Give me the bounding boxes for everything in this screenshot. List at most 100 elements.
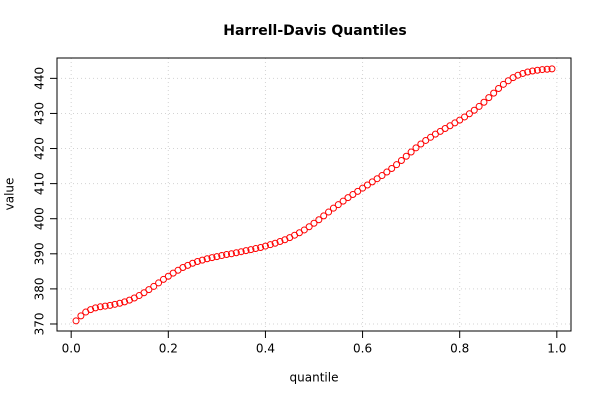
point bbox=[499, 80, 507, 88]
point bbox=[339, 197, 347, 205]
x-tick-label: 0.4 bbox=[256, 342, 275, 356]
point bbox=[310, 219, 318, 227]
point bbox=[412, 144, 420, 152]
point bbox=[485, 94, 493, 102]
point bbox=[203, 255, 211, 263]
point bbox=[334, 201, 342, 209]
point bbox=[193, 258, 201, 266]
point bbox=[116, 299, 124, 307]
point bbox=[402, 152, 410, 160]
point bbox=[461, 113, 469, 121]
point bbox=[271, 239, 279, 247]
point bbox=[91, 304, 99, 312]
point bbox=[223, 251, 231, 259]
point bbox=[480, 98, 488, 106]
point bbox=[227, 250, 235, 258]
point bbox=[77, 312, 85, 320]
x-axis-label: quantile bbox=[290, 371, 339, 385]
x-tick-label: 0.8 bbox=[450, 342, 469, 356]
y-tick-label: 380 bbox=[33, 277, 47, 300]
y-tick-label: 400 bbox=[33, 207, 47, 230]
point bbox=[87, 306, 95, 314]
point bbox=[504, 77, 512, 85]
point bbox=[159, 275, 167, 283]
point bbox=[252, 245, 260, 253]
point bbox=[96, 303, 104, 311]
point bbox=[538, 66, 546, 74]
point bbox=[363, 181, 371, 189]
point bbox=[325, 208, 333, 216]
x-tick-label: 0.0 bbox=[62, 342, 81, 356]
x-tick-label: 0.6 bbox=[353, 342, 372, 356]
chart-title: Harrell-Davis Quantiles bbox=[223, 23, 406, 39]
point bbox=[111, 300, 119, 308]
point bbox=[490, 89, 498, 97]
y-tick-label: 410 bbox=[33, 172, 47, 195]
point bbox=[495, 85, 503, 93]
point bbox=[189, 259, 197, 267]
point bbox=[266, 241, 274, 249]
point bbox=[368, 178, 376, 186]
point bbox=[121, 298, 129, 306]
y-tick-label: 420 bbox=[33, 137, 47, 160]
point bbox=[529, 67, 537, 75]
point bbox=[422, 136, 430, 144]
point bbox=[164, 272, 172, 280]
point bbox=[150, 282, 158, 290]
point bbox=[470, 106, 478, 114]
point bbox=[218, 252, 226, 260]
point bbox=[198, 256, 206, 264]
point bbox=[247, 246, 255, 254]
point bbox=[140, 289, 148, 297]
point bbox=[407, 148, 415, 156]
y-axis-label: value bbox=[3, 178, 17, 211]
point bbox=[388, 165, 396, 173]
point bbox=[519, 69, 527, 77]
plot-box bbox=[56, 57, 572, 332]
point bbox=[393, 161, 401, 169]
point bbox=[524, 68, 532, 76]
point bbox=[543, 65, 551, 73]
point bbox=[383, 168, 391, 176]
point bbox=[300, 226, 308, 234]
x-tick-label: 1.0 bbox=[547, 342, 566, 356]
point bbox=[514, 71, 522, 79]
point bbox=[320, 212, 328, 220]
point bbox=[359, 184, 367, 192]
y-tick-label: 440 bbox=[33, 67, 47, 90]
point bbox=[548, 65, 556, 73]
y-tick-label: 430 bbox=[33, 102, 47, 125]
point bbox=[261, 242, 269, 250]
point bbox=[349, 191, 357, 198]
x-tick-label: 0.2 bbox=[159, 342, 178, 356]
point bbox=[213, 253, 221, 261]
point bbox=[72, 317, 80, 325]
point bbox=[427, 133, 435, 141]
point bbox=[329, 204, 337, 212]
point bbox=[237, 248, 245, 256]
point bbox=[232, 249, 240, 257]
point bbox=[257, 243, 265, 251]
point bbox=[397, 156, 405, 164]
point bbox=[155, 279, 163, 287]
point bbox=[106, 301, 114, 309]
point bbox=[242, 247, 250, 255]
point bbox=[276, 238, 284, 246]
point bbox=[417, 140, 425, 148]
point bbox=[305, 223, 313, 231]
point bbox=[465, 110, 473, 118]
point bbox=[533, 66, 541, 74]
point bbox=[145, 286, 153, 294]
point bbox=[373, 175, 381, 183]
point bbox=[315, 216, 323, 224]
point bbox=[344, 194, 352, 202]
y-tick-label: 370 bbox=[33, 313, 47, 336]
point bbox=[354, 187, 362, 195]
point bbox=[475, 102, 483, 110]
point bbox=[208, 254, 216, 262]
point bbox=[456, 116, 464, 124]
y-tick-label: 390 bbox=[33, 242, 47, 265]
point bbox=[101, 302, 109, 310]
point bbox=[378, 172, 386, 180]
